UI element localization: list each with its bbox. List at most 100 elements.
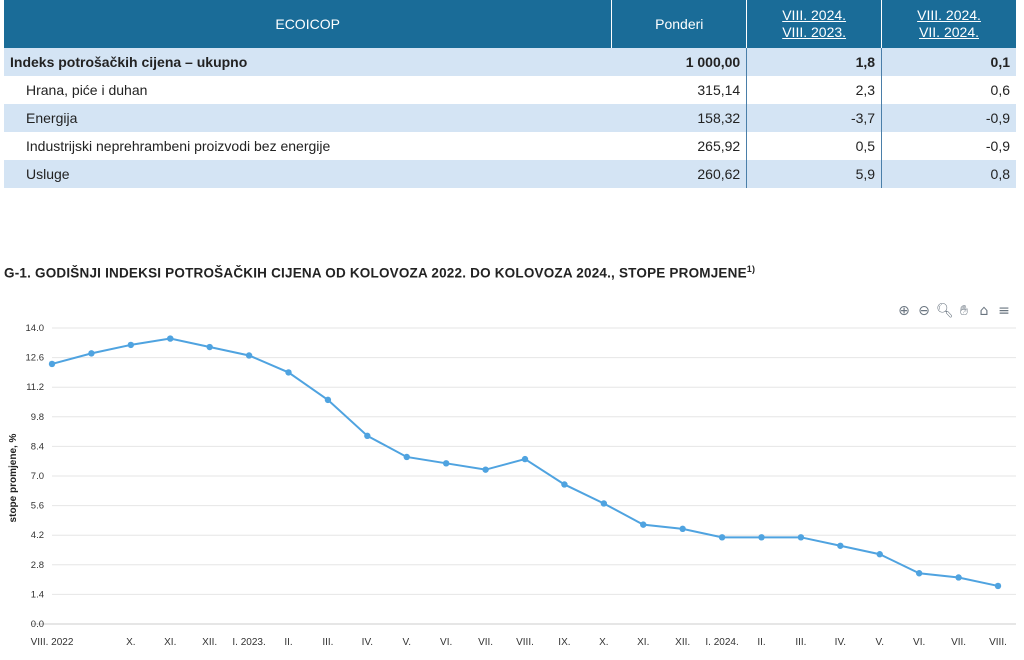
y-axis-label: stope promjene, %	[8, 433, 19, 522]
chart-title-text: G-1. GODIŠNJI INDEKSI POTROŠAČKIH CIJENA…	[4, 265, 747, 281]
row-name: Usluge	[4, 160, 612, 188]
x-tick-label: V.	[875, 637, 884, 648]
row-name: Indeks potrošačkih cijena – ukupno	[4, 48, 612, 76]
data-point[interactable]	[88, 350, 95, 357]
menu-icon[interactable]: ≡	[998, 303, 1010, 319]
data-point[interactable]	[127, 341, 135, 349]
data-point[interactable]	[403, 453, 410, 461]
row-yoy: 2,3	[746, 76, 883, 104]
x-tick-label: II.	[284, 637, 292, 648]
ecoicop-table: ECOICOP Ponderi VIII. 2024. VIII. 2023. …	[4, 0, 1016, 188]
x-tick-label: VII.	[951, 637, 966, 648]
header-ecoicop: ECOICOP	[4, 0, 613, 48]
data-point[interactable]	[482, 466, 489, 473]
x-axis-ticks: VIII. 2022 X. XI. XII. I. 2023. II. III. IV. V. V…	[31, 637, 1007, 648]
row-name: Industrijski neprehrambeni proizvodi bez…	[26, 138, 331, 154]
data-point[interactable]	[324, 396, 332, 404]
y-tick-label: 2.8	[31, 560, 44, 571]
y-tick-label: 4.2	[31, 530, 44, 541]
row-mom: 0,8	[881, 160, 1016, 188]
x-tick-label: II.	[757, 637, 765, 648]
row-yoy: 1,8	[746, 48, 883, 76]
chart-title-footnote: 1)	[746, 264, 756, 274]
row-weight: 265,92	[611, 132, 748, 160]
header-yoy-line1[interactable]: VIII. 2024.	[782, 7, 847, 23]
x-tick-label: X.	[599, 637, 608, 648]
data-point[interactable]	[679, 525, 686, 533]
row-weight: 315,14	[611, 76, 748, 104]
data-point[interactable]	[876, 551, 883, 558]
data-point[interactable]	[994, 582, 1002, 590]
data-point[interactable]	[442, 460, 450, 467]
home-icon[interactable]: ⌂	[979, 303, 989, 319]
header-mom[interactable]: VIII. 2024. VII. 2024.	[881, 0, 1016, 48]
chart-toolbar: ⊕ ⊖ 🔍︎ ✋︎ ⌂ ≡	[896, 303, 1012, 319]
magnify-icon[interactable]: 🔍︎	[936, 303, 954, 319]
row-mom: 0,1	[881, 48, 1016, 76]
row-mom: 0,6	[990, 82, 1010, 98]
x-tick-label: X.	[126, 637, 135, 648]
row-weight: 1 000,00	[611, 48, 748, 76]
table-row: Industrijski neprehrambeni proizvodi bez…	[4, 132, 1016, 160]
pan-hand-icon[interactable]: ✋︎	[960, 303, 968, 319]
y-tick-label: 0.0	[31, 619, 44, 630]
y-tick-label: 9.8	[31, 412, 44, 423]
data-point[interactable]	[797, 534, 805, 541]
row-weight: 260,62	[611, 160, 748, 188]
header-mom-line1[interactable]: VIII. 2024.	[917, 7, 981, 23]
table-row: Hrana, piće i duhan 315,14 2,3 0,6	[4, 76, 1016, 104]
y-tick-label: 12.6	[26, 353, 45, 364]
data-point[interactable]	[837, 542, 844, 549]
table-row: Usluge 260,62 5,9 0,8	[4, 160, 1016, 188]
y-tick-label: 11.2	[26, 382, 44, 393]
data-point[interactable]	[167, 335, 174, 342]
row-yoy: -3,7	[746, 104, 883, 132]
row-mom: -0,9	[881, 104, 1016, 132]
x-tick-label: XII.	[675, 637, 690, 648]
table-row: Indeks potrošačkih cijena – ukupno 1 000…	[4, 48, 1016, 76]
series-points	[48, 335, 1002, 590]
row-weight: 158,32	[611, 104, 748, 132]
zoom-in-icon[interactable]: ⊕	[898, 303, 910, 319]
data-point[interactable]	[640, 521, 647, 528]
x-tick-label: VII.	[478, 637, 493, 648]
data-point[interactable]	[758, 534, 765, 541]
data-point[interactable]	[915, 570, 923, 577]
header-mom-line2[interactable]: VII. 2024.	[919, 24, 979, 40]
row-name: Hrana, piće i duhan	[26, 82, 148, 98]
x-tick-label: IV.	[835, 637, 846, 648]
x-tick-label: IV.	[362, 637, 373, 648]
data-point[interactable]	[285, 369, 292, 376]
data-point[interactable]	[521, 455, 529, 463]
row-yoy: 5,9	[746, 160, 883, 188]
data-point[interactable]	[364, 432, 371, 440]
x-tick-label: VIII.	[989, 637, 1007, 648]
header-weights: Ponderi	[611, 0, 748, 48]
data-point[interactable]	[561, 481, 568, 488]
x-tick-label: VI.	[440, 637, 452, 648]
data-point[interactable]	[718, 534, 726, 541]
y-tick-label: 5.6	[31, 501, 44, 512]
data-point[interactable]	[48, 360, 56, 368]
line-chart: 0.0 1.4 2.8 4.2 5.6 7.0 8.4 9.8 11.2 12.6 14.0 VII…	[8, 323, 1016, 648]
chart-grid	[32, 327, 1016, 625]
header-yoy-line2[interactable]: VIII. 2023.	[782, 24, 847, 40]
data-point[interactable]	[600, 500, 608, 507]
table-header-row: ECOICOP Ponderi VIII. 2024. VIII. 2023. …	[4, 0, 1016, 48]
x-tick-label: IX.	[558, 637, 570, 648]
table-row: Energija 158,32 -3,7 -0,9	[4, 104, 1016, 132]
chart-title: G-1. GODIŠNJI INDEKSI POTROŠAČKIH CIJENA…	[4, 264, 755, 281]
header-yoy[interactable]: VIII. 2024. VIII. 2023.	[746, 0, 883, 48]
data-point[interactable]	[955, 574, 962, 581]
y-tick-label: 8.4	[31, 441, 44, 452]
y-tick-label: 7.0	[31, 471, 44, 482]
y-axis-ticks: 0.0 1.4 2.8 4.2 5.6 7.0 8.4 9.8 11.2 12.6 14.0	[26, 323, 45, 630]
y-tick-label: 1.4	[31, 589, 44, 600]
x-tick-label: XI.	[637, 637, 649, 648]
y-tick-label: 14.0	[26, 323, 45, 334]
data-point[interactable]	[245, 352, 253, 359]
data-point[interactable]	[206, 343, 213, 351]
x-tick-label: V.	[402, 637, 411, 648]
row-name: Energija	[4, 104, 612, 132]
zoom-out-icon[interactable]: ⊖	[918, 303, 930, 319]
